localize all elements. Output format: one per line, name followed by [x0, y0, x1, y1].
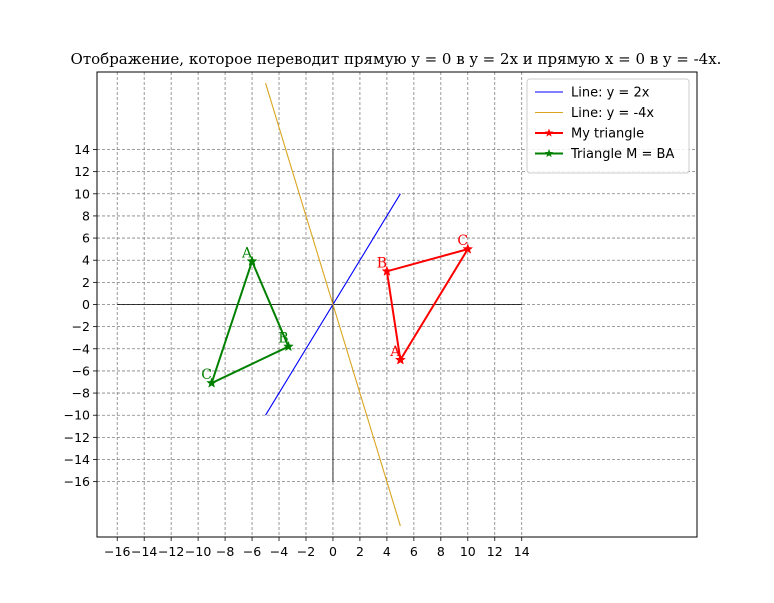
data-point-marker [246, 255, 258, 266]
legend-marker [544, 128, 554, 137]
x-tick-label: −10 [185, 544, 211, 559]
y-tick-label: 10 [74, 186, 90, 201]
legend-label: My triangle [571, 127, 644, 142]
y-tick-label: 14 [74, 142, 90, 157]
point-label: B [278, 331, 288, 347]
y-tick-label: −4 [72, 341, 90, 356]
y-tick-label: −2 [72, 319, 90, 334]
y-tick-label: −16 [64, 474, 90, 489]
series-line-1 [265, 82, 401, 527]
point-label: B [377, 255, 387, 271]
y-tick-label: 4 [82, 253, 90, 268]
x-tick-label: 12 [487, 544, 503, 559]
x-axis-ticks: −16 −14 −12 −10 −8 −6 −4 −2 0 2 4 6 8 10 12 14 [104, 537, 530, 559]
data-point-marker [381, 265, 393, 276]
x-tick-label: −12 [158, 544, 184, 559]
legend: Line: y = 2x Line: y = -4x My triangle Tria… [526, 78, 690, 174]
point-label: A [241, 245, 253, 261]
x-tick-label: 0 [329, 544, 337, 559]
plot-series [206, 82, 474, 527]
x-tick-label: −4 [270, 544, 288, 559]
point-label: A [389, 344, 401, 360]
legend-label: Line: y = 2x [571, 86, 650, 101]
chart-title: Отображение, которое переводит прямую y … [71, 50, 722, 68]
y-tick-label: −10 [64, 408, 90, 423]
x-tick-label: 10 [460, 544, 476, 559]
x-tick-label: 2 [356, 544, 364, 559]
x-tick-label: 14 [514, 544, 530, 559]
x-tick-label: −8 [216, 544, 234, 559]
y-tick-label: 6 [82, 231, 90, 246]
legend-label: Line: y = -4x [571, 106, 654, 121]
x-tick-label: −6 [243, 544, 261, 559]
series-line-2 [385, 248, 469, 361]
y-tick-label: −8 [72, 386, 90, 401]
point-label: C [201, 367, 212, 383]
y-tick-label: −14 [64, 452, 90, 467]
legend-marker [544, 149, 554, 158]
x-tick-label: −2 [297, 544, 315, 559]
legend-box [526, 78, 690, 174]
x-tick-label: −16 [104, 544, 130, 559]
series-line-3 [210, 260, 290, 385]
data-point-marker [206, 377, 218, 388]
y-tick-label: −12 [64, 430, 90, 445]
y-tick-label: 12 [74, 164, 90, 179]
data-point-marker [394, 354, 406, 365]
data-point-marker [462, 243, 474, 254]
axis-lines [117, 149, 522, 482]
point-label: C [457, 233, 468, 249]
x-tick-label: 6 [410, 544, 418, 559]
y-tick-label: 2 [82, 275, 90, 290]
y-axis-ticks: 14 12 10 8 6 4 2 0 −2 −4 −6 −8 −10 −12 −14 −16 [64, 142, 97, 489]
x-tick-label: 8 [437, 544, 445, 559]
x-tick-label: 4 [383, 544, 391, 559]
y-tick-label: 8 [82, 208, 90, 223]
data-point-marker [283, 340, 294, 352]
y-tick-label: 0 [82, 297, 90, 312]
point-labels: A B C A B C [201, 233, 468, 383]
x-tick-label: −14 [131, 544, 157, 559]
legend-label: Triangle M = BA [570, 147, 674, 162]
y-tick-label: −6 [72, 363, 90, 378]
